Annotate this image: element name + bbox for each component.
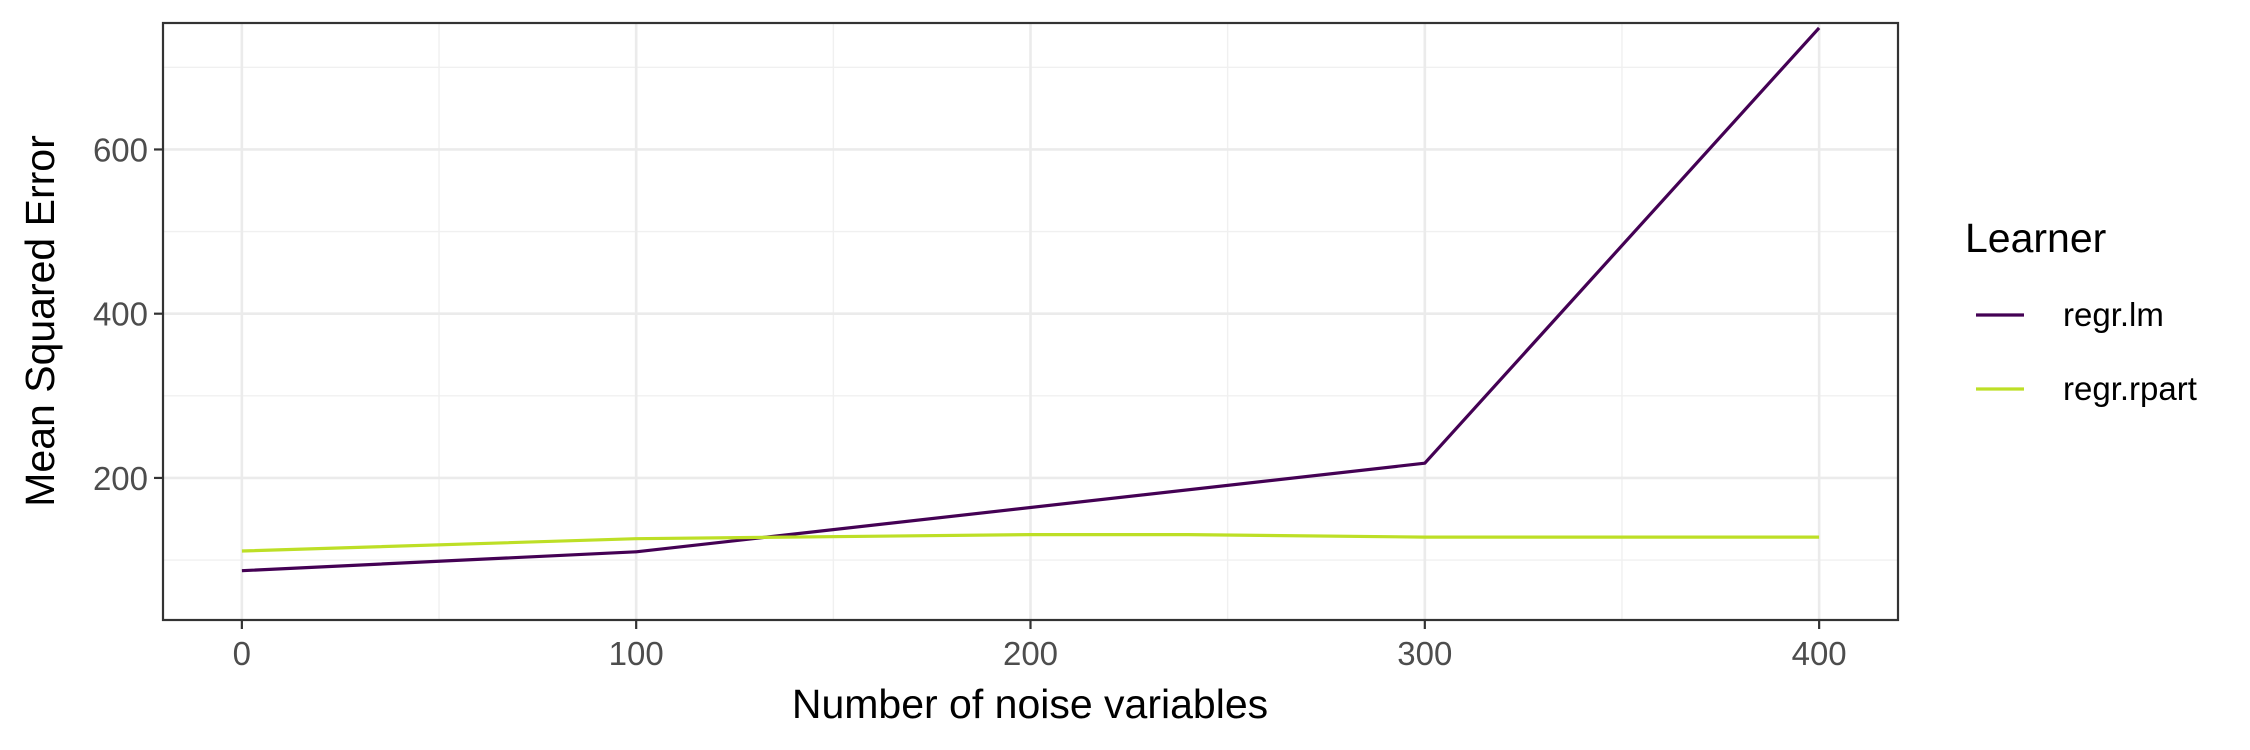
- series-layer: [241, 26, 1821, 573]
- legend-title: Learner: [1965, 215, 2106, 261]
- x-axis: 0 100 200 300 400: [233, 620, 1847, 672]
- major-gridlines: [163, 23, 1898, 620]
- y-axis: 200 400 600: [93, 131, 163, 497]
- legend-label: regr.lm: [2063, 296, 2164, 333]
- legend: Learner regr.lm regr.rpart: [1965, 215, 2197, 407]
- y-tick-label: 400: [93, 296, 148, 333]
- x-tick-label: 400: [1792, 635, 1847, 672]
- legend-items: regr.lm regr.rpart: [1976, 296, 2197, 407]
- series-line-regr-rpart: [241, 532, 1820, 553]
- legend-label: regr.rpart: [2063, 370, 2197, 407]
- x-tick-label: 100: [609, 635, 664, 672]
- y-axis-title: Mean Squared Error: [17, 135, 63, 506]
- x-tick-label: 300: [1397, 635, 1452, 672]
- y-tick-label: 600: [93, 131, 148, 168]
- x-axis-title: Number of noise variables: [792, 681, 1268, 727]
- y-tick-label: 200: [93, 460, 148, 497]
- series-line-regr-lm: [241, 26, 1821, 573]
- x-tick-label: 0: [233, 635, 251, 672]
- x-tick-label: 200: [1003, 635, 1058, 672]
